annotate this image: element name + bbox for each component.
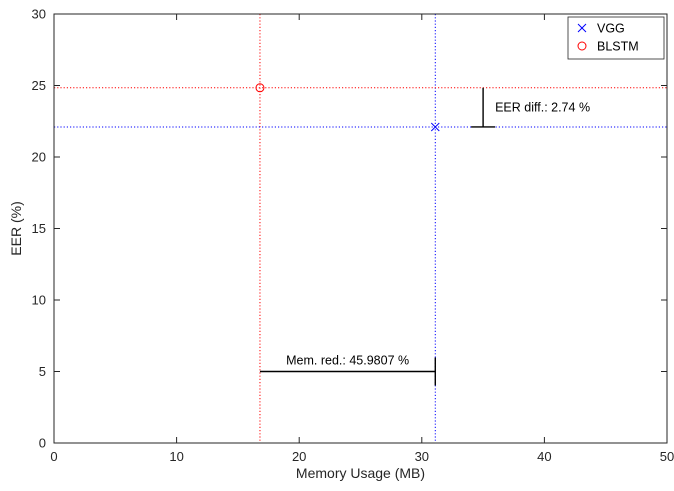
- legend-marker-vgg: [577, 23, 587, 33]
- x-tick-label: 10: [169, 449, 183, 464]
- x-axis-ticks: 0 10 20 30 40 50: [50, 14, 674, 464]
- marker-stroke: [430, 122, 440, 132]
- legend-label-vgg: VGG: [597, 22, 625, 36]
- annotations: EER diff.: 2.74 % Mem. red.: 45.9807 %: [259, 87, 590, 386]
- data-point-vgg: [430, 122, 440, 132]
- y-tick-label: 5: [39, 364, 46, 379]
- y-axis-ticks: 0 5 10 15 20 25 30: [32, 7, 667, 451]
- y-tick-label: 0: [39, 436, 46, 451]
- legend-marker-blstm: [577, 41, 587, 51]
- x-tick-label: 30: [415, 449, 429, 464]
- x-tick-label: 50: [660, 449, 674, 464]
- annotation-label-mem-red: Mem. red.: 45.9807 %: [286, 354, 409, 368]
- annotation-label-eer-diff: EER diff.: 2.74 %: [495, 100, 590, 114]
- marker-stroke: [577, 23, 587, 33]
- data-markers: [255, 83, 440, 132]
- reference-lines: [54, 14, 667, 443]
- data-point-blstm: [255, 83, 265, 93]
- y-tick-label: 25: [32, 78, 46, 93]
- plot-area: [54, 14, 667, 443]
- y-axis-label: EER (%): [8, 201, 24, 255]
- x-tick-label: 20: [292, 449, 306, 464]
- legend: VGG BLSTM: [567, 16, 665, 60]
- legend-label-blstm: BLSTM: [597, 40, 639, 54]
- y-tick-label: 20: [32, 150, 46, 165]
- x-tick-label: 0: [50, 449, 57, 464]
- y-tick-label: 15: [32, 221, 46, 236]
- y-tick-label: 30: [32, 7, 46, 22]
- y-tick-label: 10: [32, 293, 46, 308]
- x-axis-label: Memory Usage (MB): [296, 465, 425, 481]
- legend-box: [567, 16, 665, 60]
- x-tick-label: 40: [537, 449, 551, 464]
